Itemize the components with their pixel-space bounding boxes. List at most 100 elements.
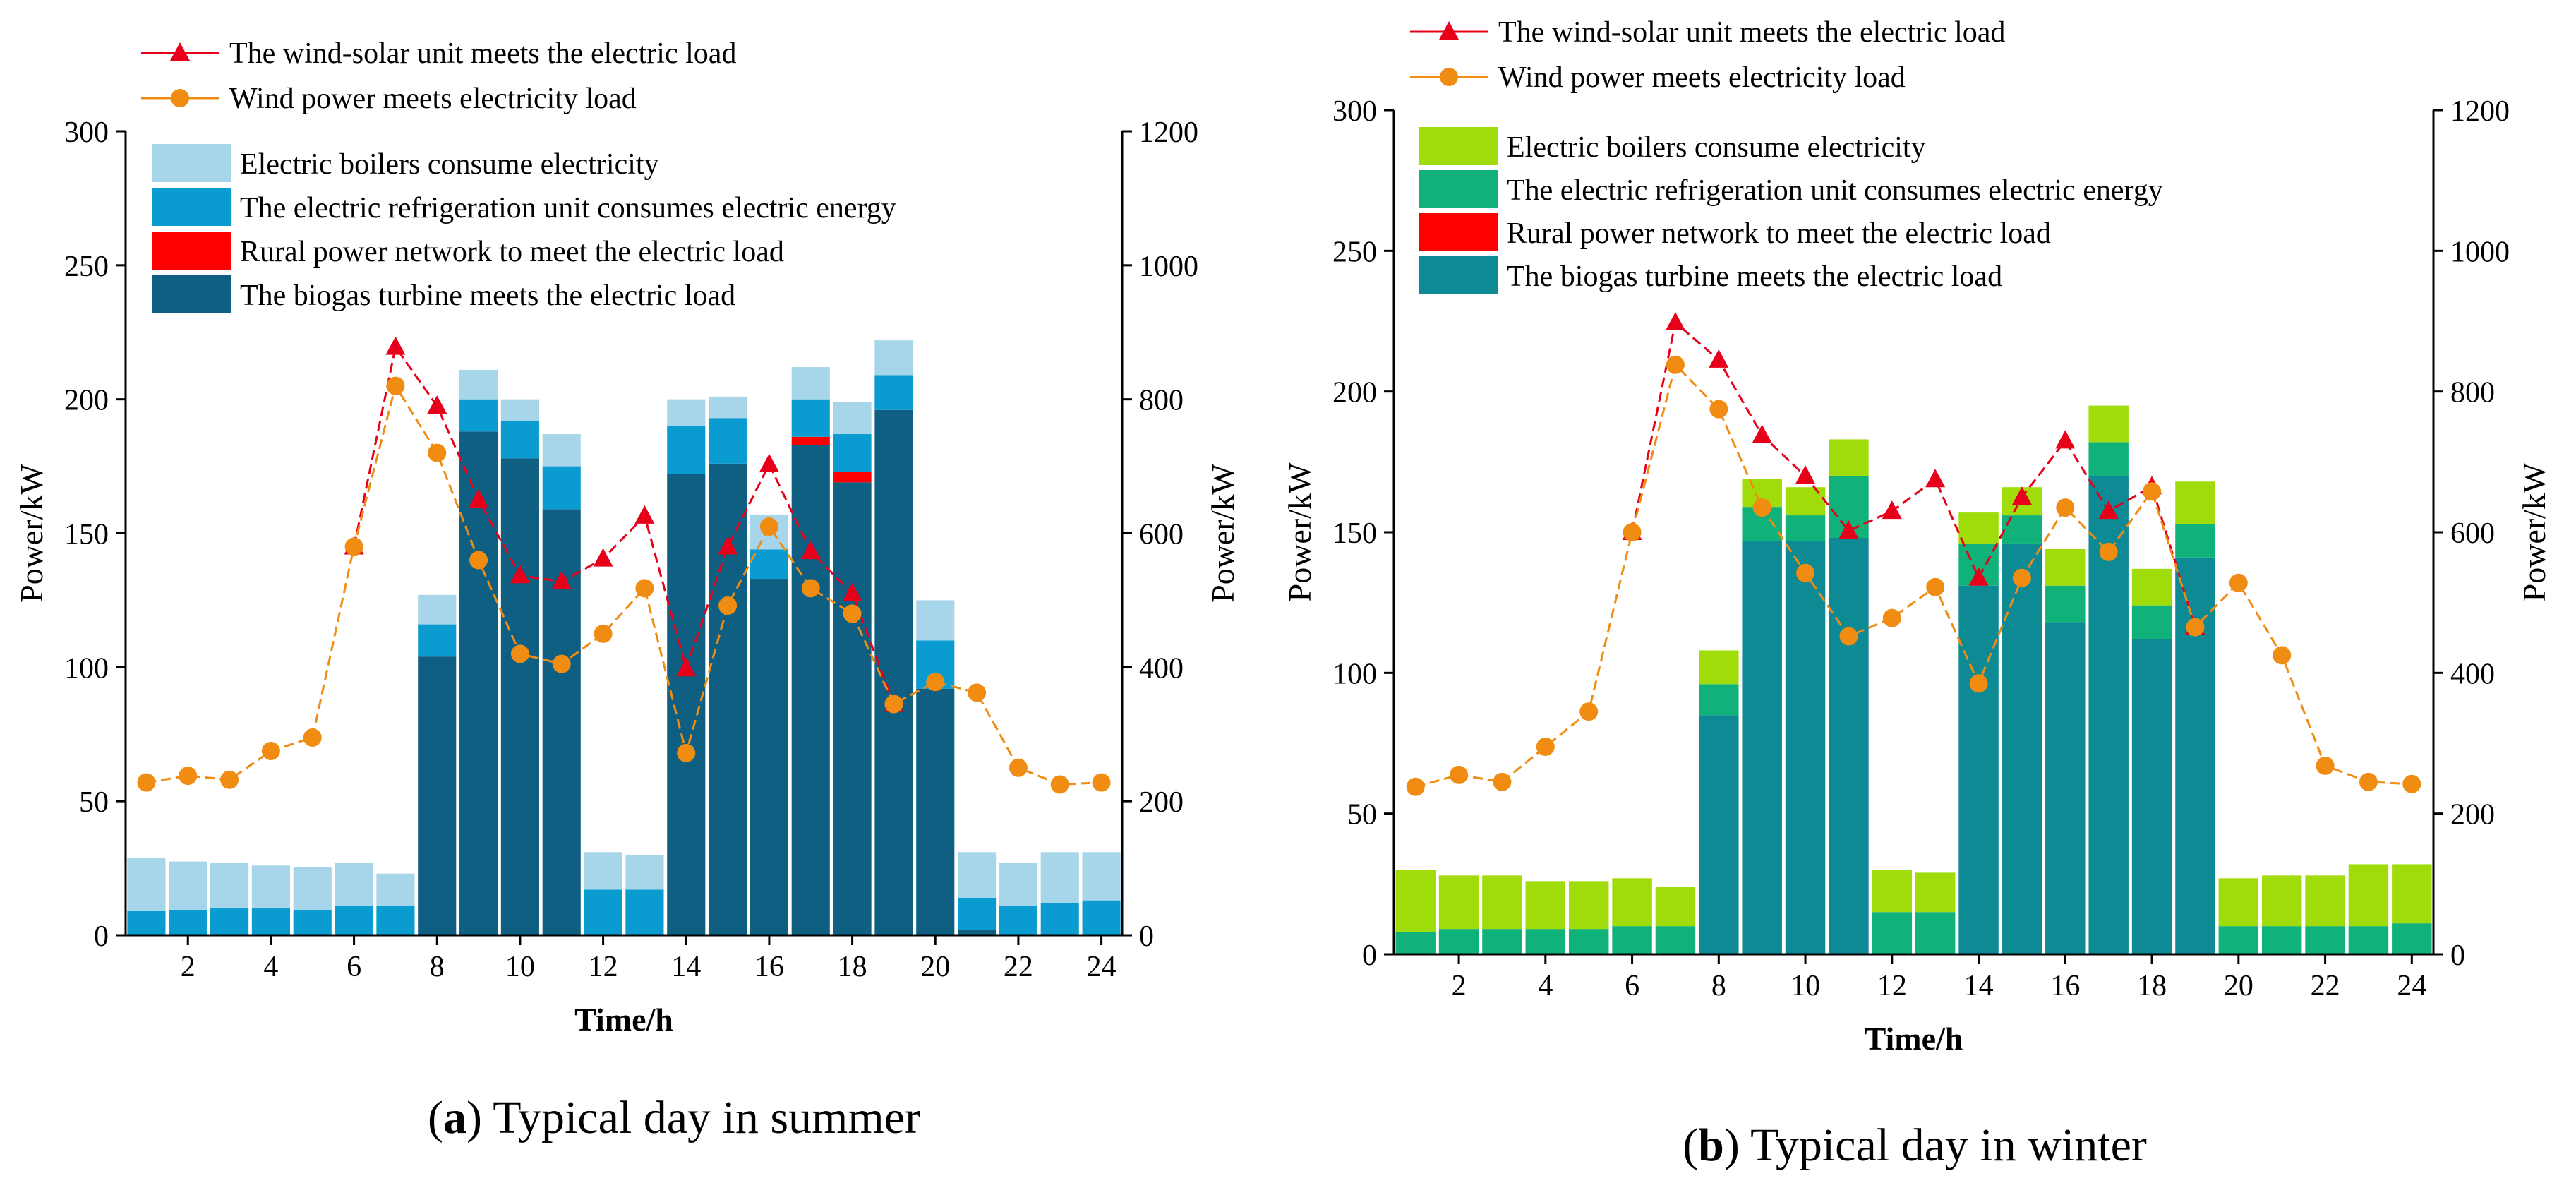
legend-bar-label: The biogas turbine meets the electric lo… [1507, 260, 2002, 293]
circle-point [843, 604, 862, 623]
bar-segment [791, 445, 830, 935]
bar-segment [833, 472, 872, 483]
chart-summer: 2 4 6 8 10 12 14 16 18 20 22 2405010015020025030002… [13, 37, 1241, 1143]
circle-point [1050, 775, 1069, 794]
triangle-point [634, 505, 655, 524]
x-tick-label: 10 [1790, 970, 1820, 1002]
y-tick-label-left: 50 [1347, 799, 1377, 831]
triangle-point [1709, 349, 1729, 368]
x-tick-label: 18 [838, 951, 867, 983]
bar-segment [625, 855, 664, 890]
legend-circle-marker [1440, 68, 1458, 86]
circle-point [1666, 355, 1685, 374]
caption-paren-close: ) [1724, 1119, 1750, 1171]
bar-segment [500, 458, 539, 935]
y-tick-label-right: 600 [1139, 519, 1184, 551]
axes: 2 4 6 8 10 12 14 16 18 20 22 2405010015020025030002… [64, 116, 1198, 983]
circle-point [179, 767, 198, 786]
y-tick-label-left: 0 [1362, 939, 1377, 972]
bar-segment [791, 367, 830, 400]
line-legend: The wind-solar unit meets the electric l… [141, 37, 736, 115]
triangle-point [1968, 567, 1989, 586]
legend-line-label: The wind-solar unit meets the electric l… [1498, 16, 2005, 49]
bar-segment [709, 418, 747, 464]
y-axis-title-right: Power/kW [2516, 462, 2552, 601]
circle-point [1882, 608, 1901, 627]
circle-point [1450, 765, 1469, 784]
bar-segment [542, 434, 581, 467]
figure-caption: (b) Typical day in winter [1683, 1119, 2147, 1171]
y-tick-label-left: 250 [1332, 236, 1377, 268]
bar-segment [1612, 878, 1652, 927]
x-tick-label: 24 [2397, 970, 2426, 1002]
bar-segment [958, 852, 997, 898]
bar-segment [750, 549, 788, 580]
bar-segment [958, 930, 997, 935]
line-series-0 [344, 336, 904, 712]
bar-segment [1082, 900, 1121, 935]
bar-segment [1395, 932, 1436, 954]
bar-segment [1829, 537, 1869, 954]
triangle-point [1795, 465, 1816, 484]
bar-segment [376, 873, 415, 906]
legend-swatch [1419, 127, 1498, 165]
circle-point [926, 673, 945, 692]
circle-point [2273, 646, 2292, 665]
x-tick-label: 12 [1877, 970, 1907, 1002]
bar-segment [1655, 887, 1696, 927]
bar-segment [1872, 912, 1913, 954]
circle-point [2143, 482, 2162, 501]
bar-segment [833, 402, 872, 435]
bar-segment [210, 863, 249, 909]
bar-layer [127, 340, 1121, 935]
bar-segment [1915, 872, 1956, 913]
bar-segment [1482, 929, 1522, 954]
bar-segment [1612, 926, 1652, 954]
bar-segment [2131, 605, 2172, 639]
bar-segment [2002, 543, 2042, 954]
y-tick-label-left: 100 [64, 652, 109, 685]
triangle-point [2098, 500, 2119, 520]
bar-segment [625, 889, 664, 935]
y-tick-label-right: 1200 [2450, 95, 2510, 128]
bar-segment [293, 867, 332, 910]
bar-segment [584, 889, 622, 935]
bar-segment [2045, 585, 2086, 623]
triangle-point [759, 453, 779, 472]
triangle-point [1838, 520, 1859, 539]
caption-paren-open: ( [1683, 1119, 1698, 1171]
series-line [1415, 362, 2412, 788]
triangle-point [676, 658, 697, 677]
legend-bar-label: Rural power network to meet the electric… [1507, 217, 2051, 250]
bar-segment [1872, 870, 1913, 913]
bar-segment [1699, 715, 1739, 954]
bar-segment [667, 474, 706, 935]
y-tick-label-left: 150 [1332, 517, 1377, 550]
x-tick-label: 2 [181, 951, 195, 983]
bar-segment [999, 906, 1037, 935]
caption-text: Typical day in winter [1750, 1119, 2147, 1171]
bar-segment [251, 908, 290, 935]
triangle-point [1665, 311, 1685, 330]
bar-segment [2131, 639, 2172, 954]
y-tick-label-right: 200 [1139, 786, 1184, 819]
circle-point [718, 596, 738, 615]
figure-caption: (a) Typical day in summer [428, 1092, 920, 1143]
triangle-point [469, 489, 489, 508]
x-tick-label: 24 [1087, 951, 1117, 983]
circle-point [1579, 702, 1599, 721]
triangle-point [551, 570, 572, 589]
bar-segment [833, 434, 872, 472]
y-tick-label-left: 100 [1332, 658, 1377, 690]
legend-swatch [1419, 213, 1498, 251]
circle-point [1406, 777, 1425, 796]
circle-point [510, 644, 529, 663]
bar-segment [1829, 439, 1869, 476]
bar-segment [709, 396, 747, 419]
bar-segment [999, 863, 1037, 906]
legend-bar-label: Rural power network to meet the electric… [240, 236, 784, 268]
bar-segment [2088, 442, 2129, 476]
bar-segment [2002, 515, 2042, 544]
bar-segment [169, 909, 207, 935]
bar-segment [1040, 852, 1079, 903]
